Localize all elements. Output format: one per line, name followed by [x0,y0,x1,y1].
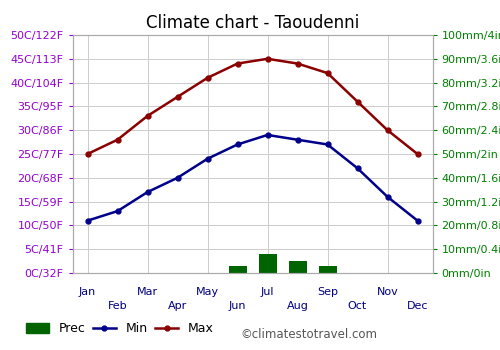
Text: ©climatestotravel.com: ©climatestotravel.com [240,328,377,341]
Text: Nov: Nov [376,287,398,297]
Bar [318,266,336,273]
Bar [258,254,276,273]
Text: Dec: Dec [407,301,428,311]
Bar [228,266,246,273]
Text: Aug: Aug [286,301,308,311]
Text: Jan: Jan [79,287,96,297]
Title: Climate chart - Taoudenni: Climate chart - Taoudenni [146,14,359,32]
Text: Sep: Sep [317,287,338,297]
Text: Jun: Jun [229,301,246,311]
Legend: Prec, Min, Max: Prec, Min, Max [21,317,218,340]
Text: Oct: Oct [348,301,367,311]
Text: Jul: Jul [261,287,274,297]
Text: Feb: Feb [108,301,128,311]
Text: May: May [196,287,219,297]
Text: Apr: Apr [168,301,187,311]
Text: Mar: Mar [137,287,158,297]
Bar [288,261,306,273]
